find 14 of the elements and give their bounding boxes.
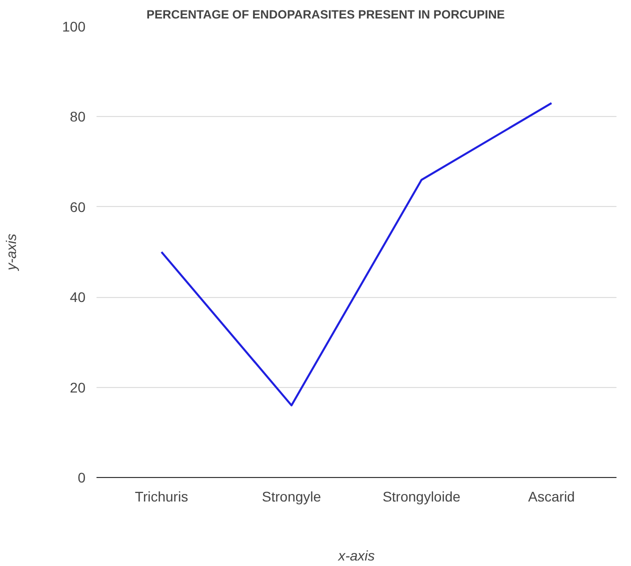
y-axis-title: y-axis: [3, 234, 20, 272]
x-tick-label: Ascarid: [528, 488, 575, 504]
x-tick-label: Trichuris: [134, 488, 188, 504]
y-tick-label: 60: [70, 198, 86, 215]
x-tick-label: Strongyle: [262, 488, 322, 504]
chart-title: PERCENTAGE OF ENDOPARASITES PRESENT IN PORCUPINE: [146, 8, 505, 22]
y-tick-label: 40: [70, 289, 86, 306]
y-tick-label: 20: [70, 379, 86, 396]
x-tick-label: Strongyloide: [382, 488, 461, 504]
y-tick-label: 100: [62, 18, 86, 34]
x-axis-title: x-axis: [337, 548, 375, 564]
y-tick-label: 80: [70, 108, 86, 125]
y-tick-label: 0: [78, 470, 86, 486]
line-series: [160, 102, 552, 406]
